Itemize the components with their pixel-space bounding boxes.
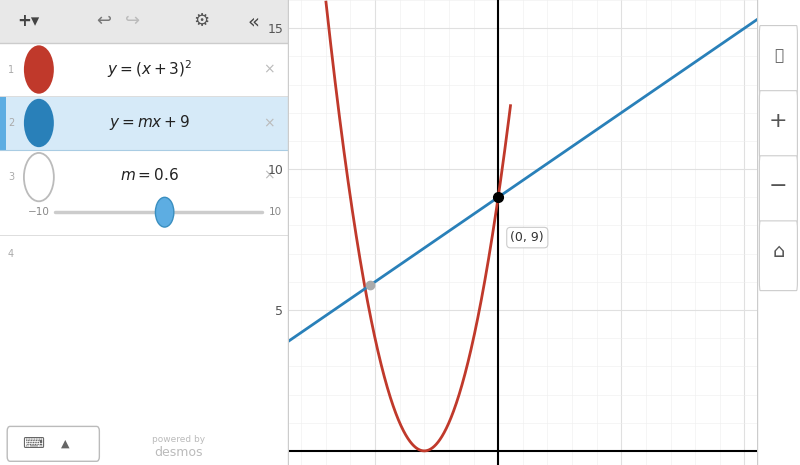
FancyBboxPatch shape — [7, 426, 99, 461]
Text: (0, 9): (0, 9) — [510, 231, 544, 244]
Circle shape — [24, 45, 54, 94]
FancyBboxPatch shape — [0, 0, 288, 43]
Text: −10: −10 — [28, 207, 50, 217]
Text: 4: 4 — [8, 249, 14, 259]
Circle shape — [24, 99, 54, 147]
FancyBboxPatch shape — [0, 43, 288, 96]
FancyBboxPatch shape — [0, 96, 288, 150]
FancyBboxPatch shape — [759, 156, 798, 226]
Text: +: + — [769, 111, 788, 131]
Text: $y = mx + 9$: $y = mx + 9$ — [109, 113, 190, 133]
Text: ∼: ∼ — [34, 117, 44, 129]
Text: 3: 3 — [8, 172, 14, 182]
Text: ∼: ∼ — [34, 63, 44, 76]
Text: ▲: ▲ — [61, 438, 69, 449]
Text: 2: 2 — [8, 118, 14, 128]
Text: ↪: ↪ — [125, 13, 140, 30]
Text: $m = 0.6$: $m = 0.6$ — [120, 167, 179, 183]
Text: ↩: ↩ — [96, 13, 111, 30]
Text: ×: × — [263, 116, 275, 130]
Text: $y = (x + 3)^2$: $y = (x + 3)^2$ — [107, 59, 193, 80]
FancyBboxPatch shape — [0, 150, 288, 235]
FancyBboxPatch shape — [759, 91, 798, 160]
Text: +▾: +▾ — [18, 13, 40, 30]
Text: ×: × — [263, 62, 275, 77]
Text: 10: 10 — [269, 207, 282, 217]
Circle shape — [155, 197, 174, 227]
Text: 🔧: 🔧 — [774, 48, 783, 63]
Text: ⌂: ⌂ — [772, 242, 785, 260]
Text: «: « — [247, 12, 259, 31]
Text: −: − — [769, 176, 788, 196]
FancyBboxPatch shape — [759, 221, 798, 291]
Text: powered by: powered by — [152, 435, 205, 444]
FancyBboxPatch shape — [0, 96, 6, 150]
FancyBboxPatch shape — [759, 26, 798, 95]
Text: ×: × — [263, 168, 275, 182]
Text: ⌨: ⌨ — [22, 436, 44, 451]
Text: ▶: ▶ — [37, 172, 44, 182]
Text: 1: 1 — [8, 65, 14, 74]
Text: ⚙: ⚙ — [194, 13, 210, 30]
Text: desmos: desmos — [154, 446, 203, 459]
Circle shape — [24, 153, 54, 201]
